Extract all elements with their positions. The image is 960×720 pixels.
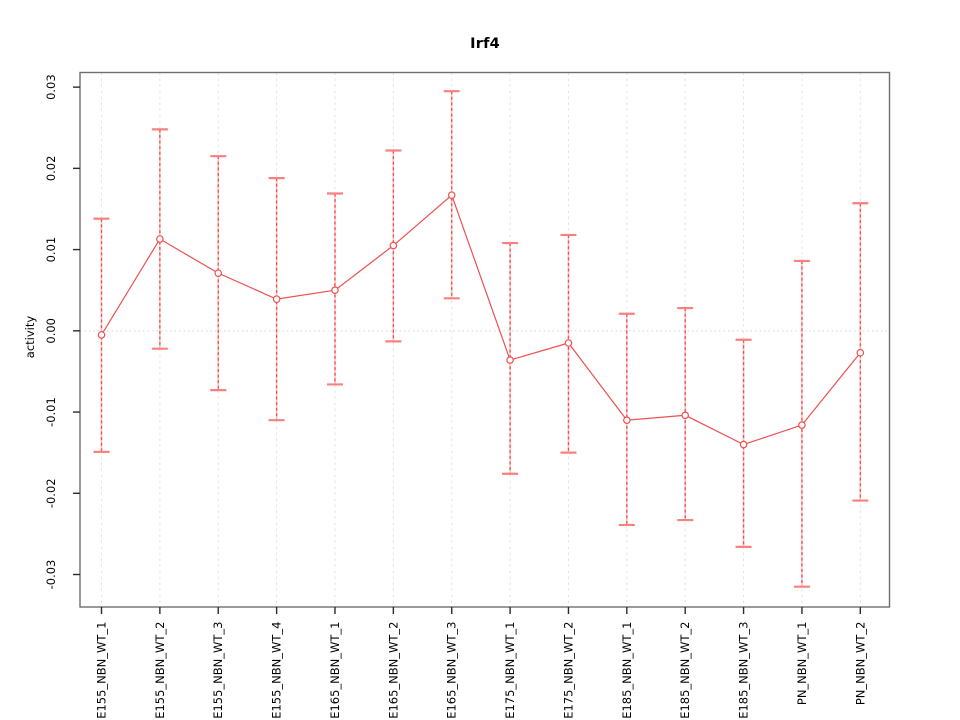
data-point-marker [739,440,748,449]
data-point-marker [681,411,690,420]
x-tick-label: E165_NBN_WT_3 [445,622,459,719]
x-tick-label: PN_NBN_WT_1 [795,622,809,706]
data-point-marker [97,331,106,339]
x-tick-label: E155_NBN_WT_3 [211,622,225,719]
data-point-marker [272,295,281,303]
data-point-marker [623,416,631,424]
y-tick-label: -0.01 [44,397,58,427]
data-point-marker [156,235,164,243]
x-tick-label: E175_NBN_WT_1 [503,622,517,719]
data-point-marker [564,339,573,347]
data-point-marker [798,421,806,429]
x-tick-label: E155_NBN_WT_4 [270,622,284,719]
y-tick-label: -0.02 [44,478,58,508]
data-point-marker [447,191,456,199]
x-tick-label: E155_NBN_WT_1 [95,622,109,719]
y-tick-label: 0.02 [44,156,58,182]
data-point-marker [331,286,339,294]
y-tick-label: 0.00 [44,318,58,344]
data-point-marker [506,356,514,364]
series-line [100,194,861,446]
y-tick-label: 0.01 [44,237,58,263]
x-tick-label: PN_NBN_WT_2 [853,622,867,706]
data-point-marker [389,241,398,250]
x-tick-label: E185_NBN_WT_3 [737,622,751,719]
x-tick-label: E155_NBN_WT_2 [153,622,167,719]
data-point-marker [214,269,223,277]
y-tick-label: -0.03 [44,560,58,590]
x-tick-label: E165_NBN_WT_1 [328,622,342,719]
x-tick-label: E175_NBN_WT_2 [561,622,575,719]
x-tick-label: E185_NBN_WT_1 [620,622,634,719]
x-tick-label: E165_NBN_WT_2 [386,622,400,719]
x-tick-label: E185_NBN_WT_2 [678,622,692,719]
data-point-marker [856,348,865,357]
y-tick-label: 0.03 [44,74,58,100]
plot-border [79,71,891,608]
chart-title: Irf4 [470,36,500,52]
